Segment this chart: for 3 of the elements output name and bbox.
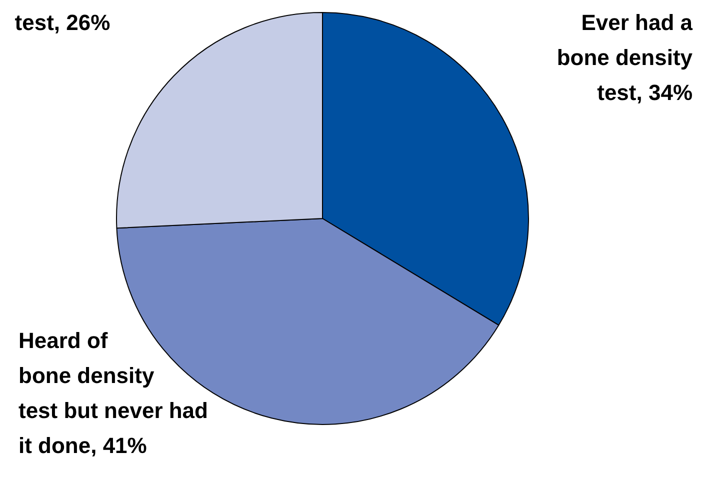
slice-label: Heard of bone density test but never had it done, 41% [18, 328, 208, 458]
slice-label: Ever had a bone density test, 34% [556, 10, 694, 105]
slice-label: test, 26% [14, 10, 110, 35]
